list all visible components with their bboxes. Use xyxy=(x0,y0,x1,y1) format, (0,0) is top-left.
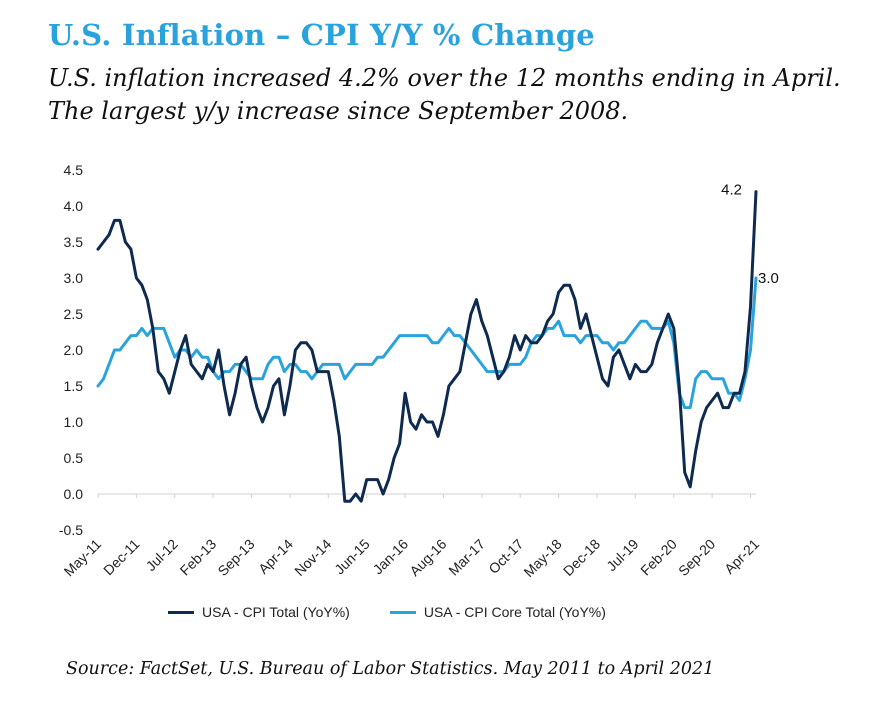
chart-legend: USA - CPI Total (YoY%) USA - CPI Core To… xyxy=(168,604,606,620)
x-tick-label: Sep-20 xyxy=(675,536,718,579)
annotation-cpi-core-last: 3.0 xyxy=(758,270,779,287)
y-tick-label: 1.5 xyxy=(64,378,84,394)
series-layer xyxy=(96,190,758,503)
x-tick-label: May-18 xyxy=(520,536,564,580)
y-tick-label: 3.5 xyxy=(64,234,84,250)
x-tick-label: Dec-11 xyxy=(100,536,143,579)
x-tick-label: Nov-14 xyxy=(291,536,334,579)
x-tick-label: Aug-16 xyxy=(406,536,449,579)
x-tick-label: Mar-17 xyxy=(445,536,488,579)
legend-label-cpi-total: USA - CPI Total (YoY%) xyxy=(202,604,350,620)
x-tick-label: Dec-18 xyxy=(560,536,603,579)
y-tick-label: 4.5 xyxy=(64,162,84,178)
source-note: Source: FactSet, U.S. Bureau of Labor St… xyxy=(66,659,715,679)
x-tick-label: Apr-14 xyxy=(255,536,296,577)
x-tick-label: Apr-21 xyxy=(721,536,762,577)
x-tick-label: Jul-12 xyxy=(143,536,181,574)
x-tick-label: Jul-19 xyxy=(603,536,641,574)
y-tick-label: 1.0 xyxy=(64,414,84,430)
series-line-cpi-total xyxy=(96,190,758,503)
y-tick-label: 2.5 xyxy=(64,306,84,322)
x-tick-label: Sep-13 xyxy=(214,536,257,579)
x-tick-label: Oct-17 xyxy=(485,536,526,577)
legend-item-cpi-total: USA - CPI Total (YoY%) xyxy=(168,604,350,620)
legend-swatch-cpi-total xyxy=(168,610,194,614)
chart-title: U.S. Inflation – CPI Y/Y % Change xyxy=(48,18,595,52)
y-tick-label: 2.0 xyxy=(64,342,84,358)
y-tick-label: 3.0 xyxy=(64,270,84,286)
x-tick-label: Jan-16 xyxy=(370,536,412,578)
legend-swatch-cpi-core xyxy=(389,610,416,614)
x-tick-label: Jun-15 xyxy=(331,536,373,578)
y-tick-label: 0.5 xyxy=(64,450,84,466)
x-tick-label: May-11 xyxy=(61,536,105,580)
y-tick-label: 0.0 xyxy=(64,486,84,502)
y-axis: 4.5 4.0 3.5 3.0 2.5 2.0 1.5 1.0 0.5 0.0 -0.5 xyxy=(59,162,83,538)
annotations-layer: 4.2 3.0 xyxy=(721,182,779,287)
annotation-cpi-total-last: 4.2 xyxy=(721,182,742,199)
legend-label-cpi-core: USA - CPI Core Total (YoY%) xyxy=(423,604,606,620)
x-tick-label: Feb-13 xyxy=(177,536,220,579)
legend-item-cpi-core: USA - CPI Core Total (YoY%) xyxy=(389,604,606,620)
y-tick-label: 4.0 xyxy=(64,198,84,214)
series-line-cpi-core xyxy=(96,276,758,410)
y-tick-label: -0.5 xyxy=(59,522,83,538)
x-tick-label: Feb-20 xyxy=(637,536,680,579)
chart-subtitle: U.S. inflation increased 4.2% over the 1… xyxy=(48,64,841,125)
